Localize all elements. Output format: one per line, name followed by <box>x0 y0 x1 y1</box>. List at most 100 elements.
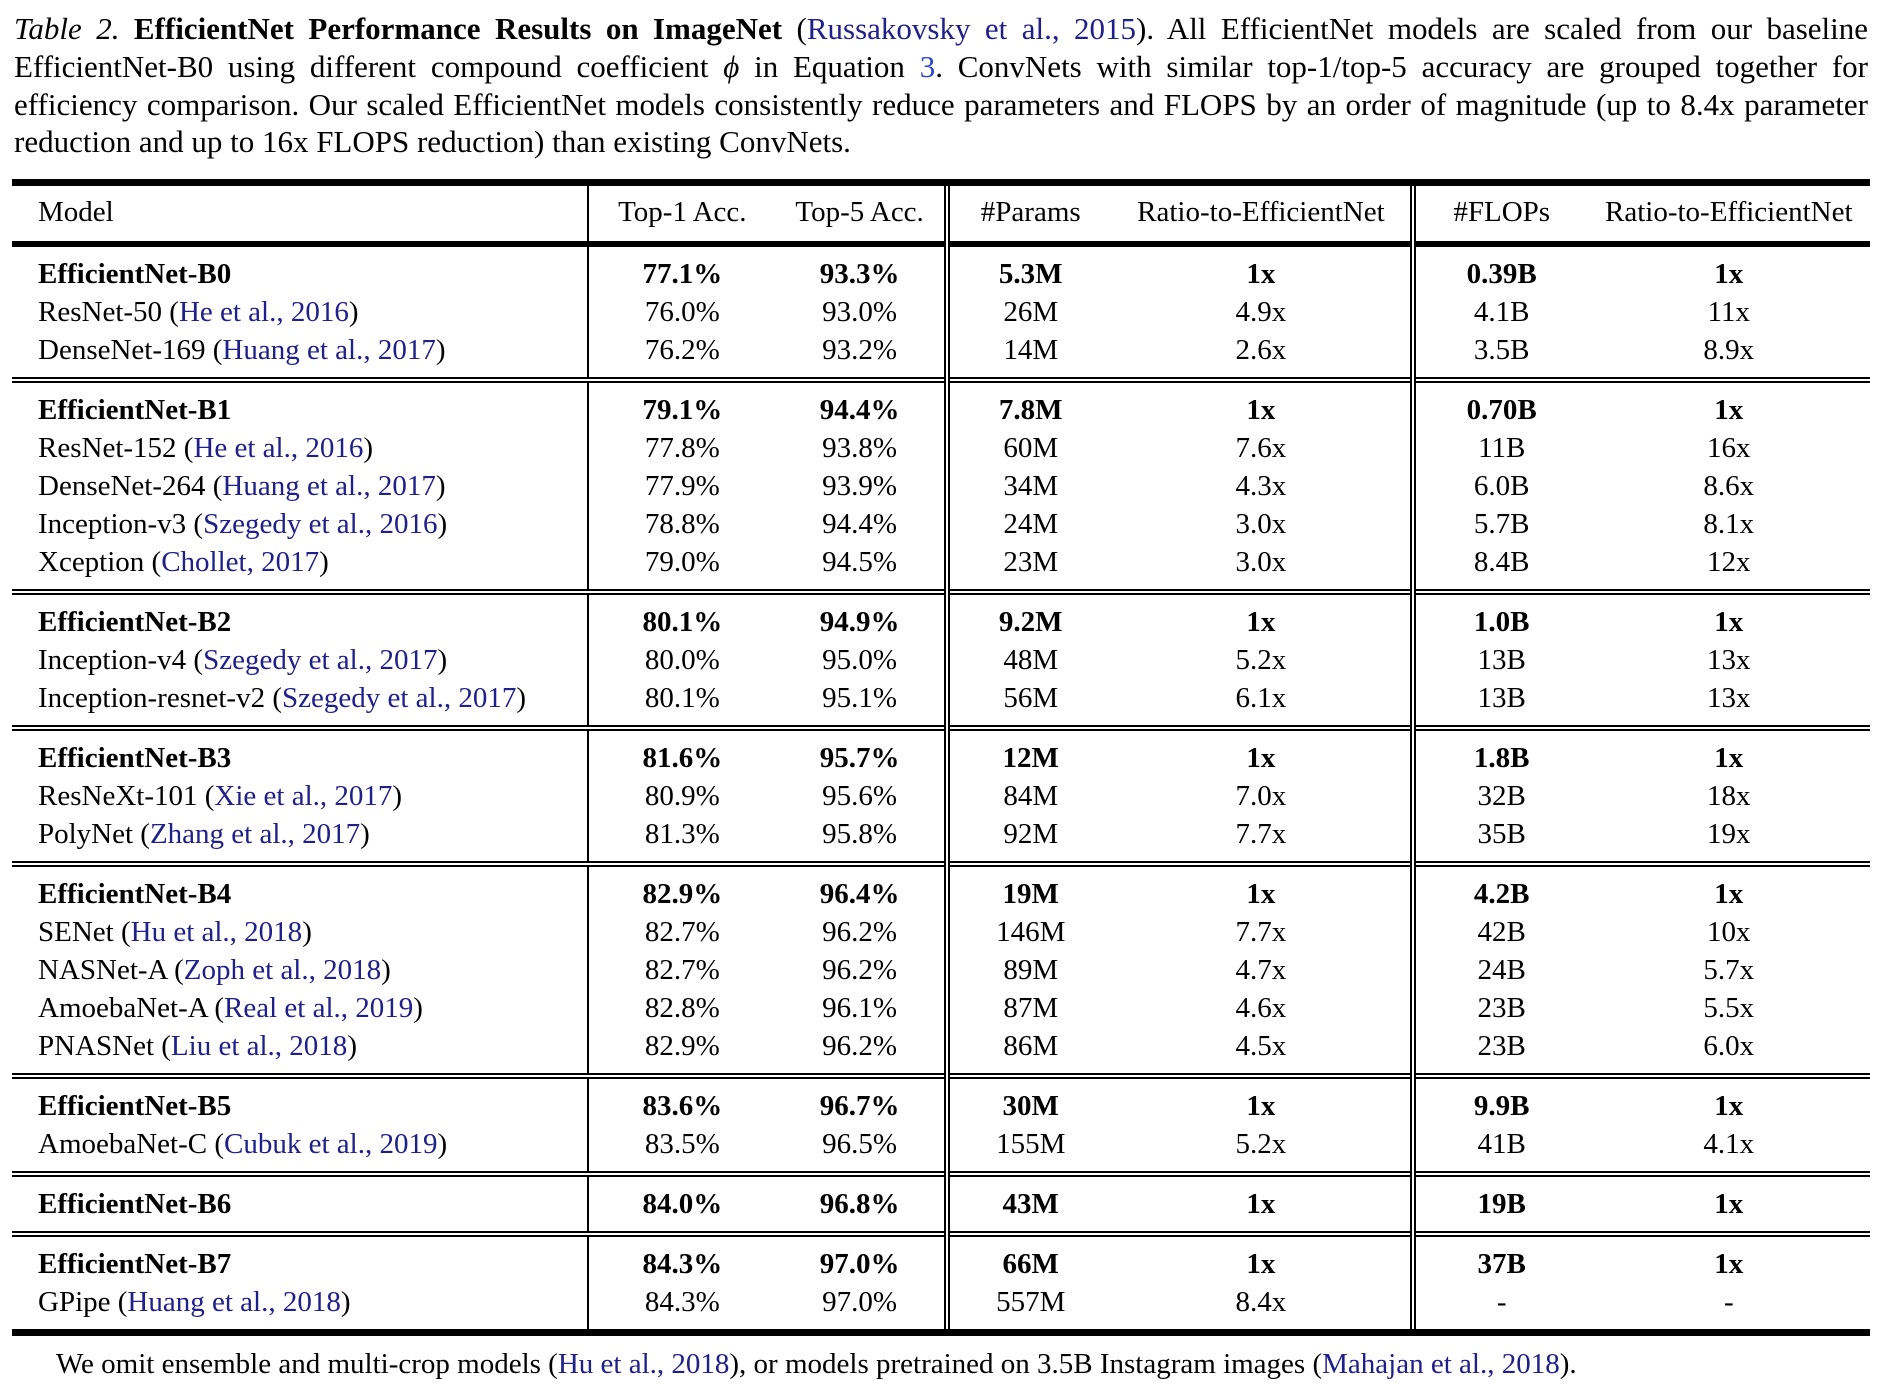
table-group: EfficientNet-B7 84.3% 97.0% 66M 1x 37B 1x GPipe… <box>12 1231 1870 1333</box>
citation-link[interactable]: Hu et al., 2018 <box>557 1348 730 1381</box>
cell-model: PNASNet (Liu et al., 2018) <box>12 1027 589 1077</box>
citation-link[interactable]: Chollet, 2017 <box>161 546 320 579</box>
cell-model: EfficientNet-B6 <box>12 1171 589 1235</box>
cell-params: 146M <box>996 916 1066 949</box>
table-row: AmoebaNet-A (Real et al., 2019) 82.8% 96.1… <box>12 989 1870 1028</box>
cell-model: Inception-v4 (Szegedy et al., 2017) <box>12 641 589 680</box>
table-group: EfficientNet-B6 84.0% 96.8% 43M 1x 19B 1x <box>12 1171 1870 1235</box>
citation-link[interactable]: Szegedy et al., 2017 <box>203 644 438 677</box>
cell-flops: 9.9B <box>1412 1073 1588 1126</box>
model-name: ResNet-152 ( <box>38 432 194 465</box>
cell-params-ratio: 5.2x <box>1111 641 1416 680</box>
text-segment: ). All EfficientNet models are scaled fr… <box>14 11 1869 84</box>
cell-flops-ratio: 8.1x <box>1703 508 1755 541</box>
model-name-close: ) <box>363 432 374 465</box>
cell-model: AmoebaNet-C (Cubuk et al., 2019) <box>12 1125 589 1175</box>
text-segment: Table 2. <box>14 11 134 46</box>
table-row: PNASNet (Liu et al., 2018) 82.9% 96.2% 86M 4… <box>12 1027 1870 1077</box>
model-name: EfficientNet-B0 <box>38 258 232 291</box>
cell-top5-acc: 94.5% <box>775 543 950 593</box>
cell-top5-acc: 95.8% <box>775 815 950 865</box>
citation-link[interactable]: Huang et al., 2017 <box>222 470 436 503</box>
model-name: Inception-v3 ( <box>38 508 204 541</box>
model-name-close: ) <box>347 1030 357 1063</box>
cell-params: 87M <box>1003 992 1059 1025</box>
cell-top1-acc: 77.9% <box>644 470 720 503</box>
table-group: EfficientNet-B3 81.6% 95.7% 12M 1x 1.8B 1x ResN… <box>12 725 1870 865</box>
model-name: Inception-resnet-v2 ( <box>38 682 282 715</box>
cell-params: 84M <box>1003 780 1059 813</box>
cell-model: ResNet-152 (He et al., 2016) <box>12 429 589 468</box>
citation-link[interactable]: Xie et al., 2017 <box>214 780 393 813</box>
cell-flops: 19B <box>1412 1171 1588 1235</box>
cell-flops-ratio: 1x <box>1587 1231 1870 1284</box>
cell-top1-acc: 84.3% <box>587 1231 776 1284</box>
table-row: Xception (Chollet, 2017) 79.0% 94.5% 23M 3.0… <box>12 543 1870 593</box>
model-name-close: ) <box>437 1128 448 1161</box>
cell-top5-acc: 95.0% <box>775 641 950 680</box>
cell-top5-acc: 96.2% <box>775 1027 950 1077</box>
cell-top5-acc: 95.6% <box>775 777 950 816</box>
table-row: EfficientNet-B2 80.1% 94.9% 9.2M 1x 1.0B 1x <box>12 589 1870 642</box>
model-name-close: ) <box>348 296 359 329</box>
cell-params: 56M <box>1003 682 1059 715</box>
cell-flops-ratio: 10x <box>1707 916 1751 949</box>
citation-link[interactable]: Liu et al., 2018 <box>170 1030 348 1063</box>
table-row: DenseNet-169 (Huang et al., 2017) 76.2% 93… <box>12 331 1870 381</box>
model-name: Xception ( <box>38 546 162 579</box>
citation-link[interactable]: Huang et al., 2018 <box>127 1286 341 1319</box>
citation-link[interactable]: Zhang et al., 2017 <box>149 818 361 851</box>
model-name: EfficientNet-B1 <box>38 394 232 427</box>
citation-link[interactable]: Szegedy et al., 2016 <box>203 508 438 541</box>
cell-flops: 1.8B <box>1412 725 1588 778</box>
cell-top5-acc: 96.8% <box>775 1171 950 1235</box>
cell-flops-ratio: 16x <box>1707 432 1751 465</box>
cell-top1-acc: 79.1% <box>587 377 776 430</box>
table-group: EfficientNet-B1 79.1% 94.4% 7.8M 1x 0.70B 1x Re… <box>12 377 1870 593</box>
model-name: Inception-v4 ( <box>38 644 204 677</box>
cell-params-ratio: 1x <box>1111 1073 1416 1126</box>
cell-flops-ratio: 1x <box>1587 725 1870 778</box>
cell-top5-acc: 96.1% <box>775 989 950 1028</box>
table-row: Inception-v4 (Szegedy et al., 2017) 80.0%… <box>12 641 1870 680</box>
cell-flops-ratio: 11x <box>1707 296 1750 329</box>
cell-top1-acc: 80.1% <box>644 682 720 715</box>
cell-flops: 0.39B <box>1466 258 1537 291</box>
text-segment: ). <box>1559 1348 1577 1381</box>
cell-model: PolyNet (Zhang et al., 2017) <box>12 815 589 865</box>
table-row: SENet (Hu et al., 2018) 82.7% 96.2% 146M 7.7… <box>12 913 1870 952</box>
table-row: Inception-resnet-v2 (Szegedy et al., 201… <box>12 679 1870 729</box>
model-name: SENet ( <box>38 916 131 949</box>
cell-model: EfficientNet-B5 <box>12 1073 589 1126</box>
citation-link[interactable]: He et al., 2016 <box>193 432 364 465</box>
table-row: EfficientNet-B3 81.6% 95.7% 12M 1x 1.8B 1x <box>12 725 1870 778</box>
model-name-close: ) <box>413 992 423 1025</box>
citation-link[interactable]: Zoph et al., 2018 <box>183 954 382 987</box>
citation-link[interactable]: Cubuk et al., 2019 <box>224 1128 438 1161</box>
table-row: GPipe (Huang et al., 2018) 84.3% 97.0% 557M… <box>12 1283 1870 1333</box>
cell-params-ratio: 2.6x <box>1111 331 1416 381</box>
equation-link[interactable]: 3 <box>919 48 936 84</box>
cell-model: DenseNet-169 (Huang et al., 2017) <box>12 331 589 381</box>
cell-params-ratio: 1x <box>1111 725 1416 778</box>
citation-link[interactable]: Russakovsky et al., 2015 <box>806 11 1137 46</box>
citation-link[interactable]: He et al., 2016 <box>178 296 349 329</box>
results-table: Model Top-1 Acc. Top-5 Acc. #Params Rati… <box>12 179 1870 1337</box>
cell-flops-ratio: 8.6x <box>1703 470 1755 503</box>
citation-link[interactable]: Huang et al., 2017 <box>222 334 436 367</box>
model-name: GPipe ( <box>38 1286 128 1319</box>
citation-link[interactable]: Mahajan et al., 2018 <box>1322 1348 1560 1381</box>
header-top1-acc: Top-1 Acc. <box>587 182 776 248</box>
cell-flops: 0.70B <box>1412 377 1588 430</box>
cell-params: 5.3M <box>998 258 1063 291</box>
cell-top5-acc: 93.2% <box>775 331 950 381</box>
citation-link[interactable]: Real et al., 2019 <box>224 992 414 1025</box>
citation-link[interactable]: Szegedy et al., 2017 <box>281 682 517 715</box>
cell-top1-acc: 81.3% <box>644 818 720 851</box>
citation-link[interactable]: Hu et al., 2018 <box>130 916 303 949</box>
cell-flops: 1.0B <box>1412 589 1588 642</box>
cell-model: Inception-v3 (Szegedy et al., 2016) <box>12 505 589 544</box>
header-params-ratio: Ratio-to-EfficientNet <box>1111 182 1416 248</box>
table-group: EfficientNet-B2 80.1% 94.9% 9.2M 1x 1.0B 1x Inc… <box>12 589 1870 729</box>
cell-model: ResNet-50 (He et al., 2016) <box>12 293 589 332</box>
